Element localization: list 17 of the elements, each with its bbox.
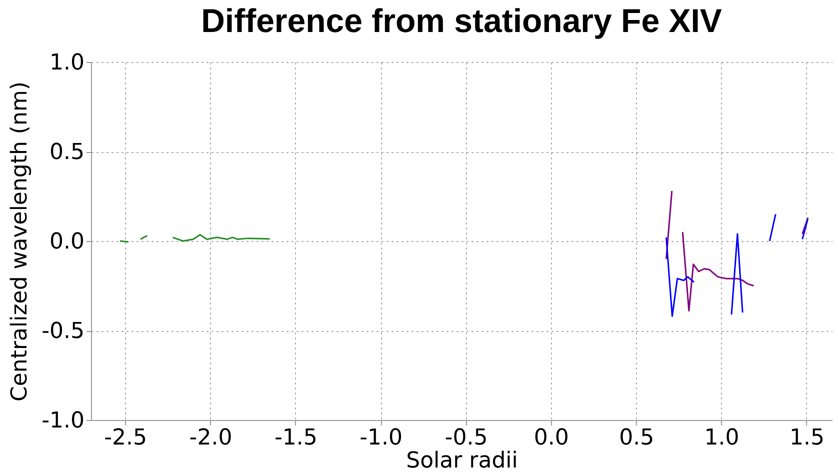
- y-tick-label: 0.0: [50, 230, 84, 254]
- x-tick-label: -2.0: [189, 426, 232, 450]
- y-tick-label: 0.5: [50, 140, 84, 165]
- y-tick-label: -0.5: [42, 319, 84, 344]
- x-tick-label: -2.5: [104, 426, 148, 450]
- y-tick-label: 1.0: [50, 50, 84, 76]
- x-tick-label: 1.5: [789, 426, 824, 450]
- chart-title: Difference from stationary Fe XIV: [201, 2, 722, 39]
- x-tick-label: 0.5: [619, 426, 654, 450]
- x-tick-label: -1.0: [360, 426, 403, 450]
- x-axis-title: Solar radii: [406, 448, 518, 474]
- y-tick-label: -1.0: [42, 408, 84, 434]
- x-tick-label: -0.5: [444, 426, 488, 450]
- y-axis-title: Centralized wavelength (nm): [8, 82, 33, 402]
- x-tick-label: -1.5: [274, 426, 318, 450]
- x-tick-label: 0.0: [534, 426, 569, 450]
- x-tick-label: 1.0: [704, 426, 740, 450]
